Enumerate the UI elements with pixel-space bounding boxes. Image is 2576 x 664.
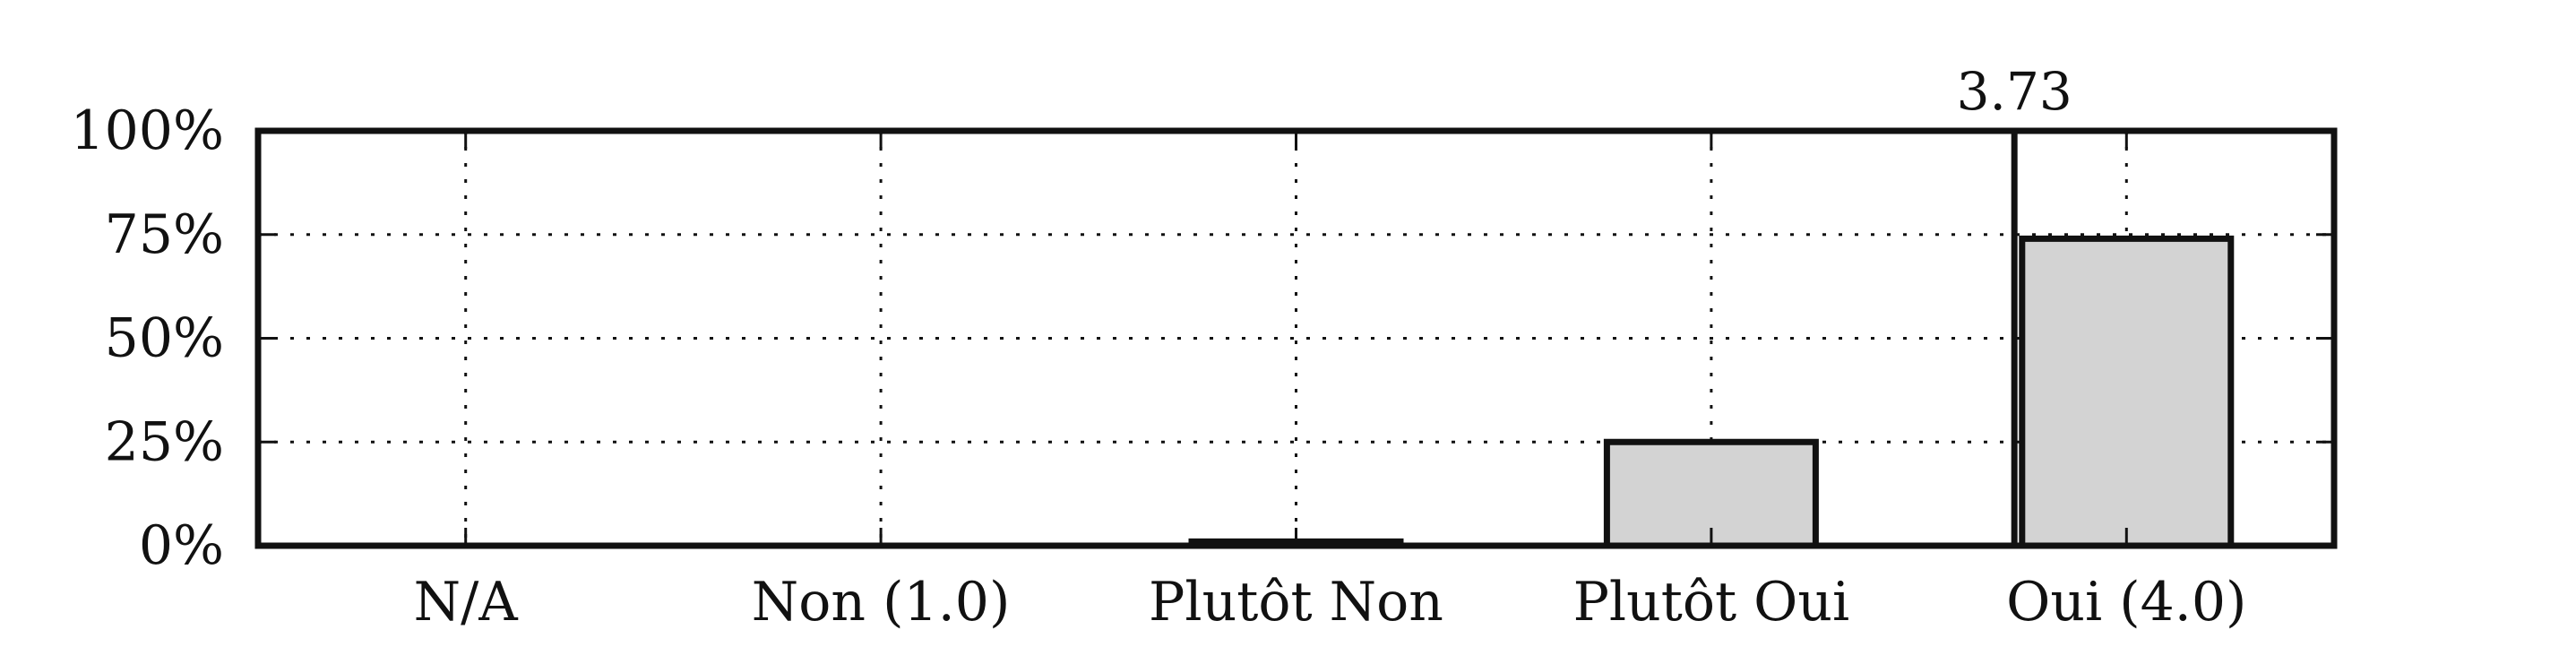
- x-tick-label: N/A: [414, 571, 519, 634]
- annotation: 3.73: [1957, 61, 2072, 546]
- bar: [2019, 235, 2235, 549]
- y-tick-label: 25%: [105, 410, 224, 473]
- bar: [1603, 438, 1819, 549]
- y-axis: 0% 25% 50% 75% 100%: [70, 99, 2334, 577]
- y-tick-label: 50%: [105, 307, 224, 370]
- y-tick-label: 75%: [105, 203, 224, 266]
- x-tick-label: Plutôt Oui: [1573, 571, 1850, 634]
- x-tick-label: Non (1.0): [752, 571, 1011, 634]
- mean-label: 3.73: [1957, 61, 2072, 122]
- x-tick-label: Plutôt Non: [1149, 571, 1443, 634]
- y-tick-label: 0%: [139, 514, 224, 577]
- y-tick-label: 100%: [70, 99, 224, 162]
- x-axis: N/A Non (1.0) Plutôt Non Plutôt Oui Oui (4.0…: [414, 131, 2246, 634]
- x-tick-label: Oui (4.0): [2006, 571, 2246, 634]
